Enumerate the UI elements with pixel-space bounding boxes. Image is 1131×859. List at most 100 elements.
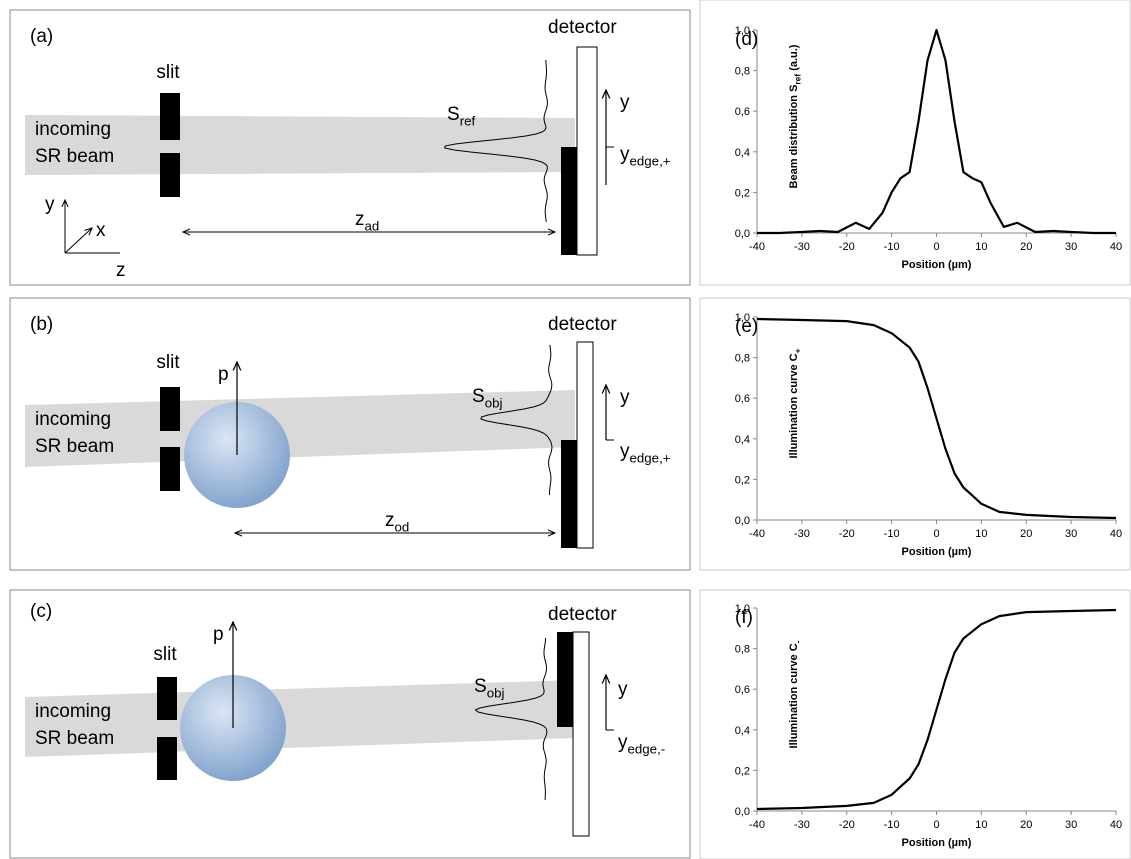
y-tick-label: 0,0: [735, 228, 750, 240]
signal-label-main: S: [447, 104, 460, 125]
edge-block: [561, 440, 577, 548]
x-tick-label: -20: [839, 528, 855, 540]
edge-label-main: y: [620, 144, 630, 165]
y-tick-label: 0,4: [735, 725, 750, 737]
detector-label: detector: [548, 604, 617, 625]
slit-jaw: [160, 93, 180, 140]
y-axis-title-main: Illumination curve C: [788, 643, 800, 748]
beam-label: incoming: [35, 701, 111, 722]
detector: [576, 46, 598, 256]
y-label: y: [620, 92, 630, 113]
slit-jaw: [157, 737, 177, 780]
x-tick-label: 20: [1020, 819, 1032, 831]
x-tick-label: -20: [839, 819, 855, 831]
y-tick-label: 0,0: [735, 515, 750, 527]
edge-label-main: y: [618, 732, 628, 753]
x-tick-label: -30: [794, 819, 810, 831]
panel-frame: [9, 297, 691, 571]
chart-frame: [699, 589, 1131, 859]
y-tick-label: 0,8: [735, 66, 750, 78]
distance-label: zod: [385, 510, 409, 535]
panel-label: (e): [735, 316, 758, 337]
x-tick-label: 0: [933, 241, 939, 253]
y-axis-title-main: Beam distribution S: [788, 85, 800, 189]
panel-frame: [9, 9, 691, 286]
x-tick-label: 40: [1110, 528, 1122, 540]
y-tick-label: 0,4: [735, 147, 750, 159]
x-axis-title: Position (µm): [902, 546, 972, 558]
beam-label: SR beam: [35, 436, 114, 457]
object-label: p: [218, 364, 229, 385]
x-tick-label: 10: [975, 819, 987, 831]
beam-label: incoming: [35, 119, 111, 140]
y-tick-label: 0,2: [735, 474, 750, 486]
y-label: y: [620, 387, 630, 408]
edge-label-sub: edge,-: [628, 742, 666, 757]
x-tick-label: 30: [1065, 528, 1077, 540]
x-tick-label: 0: [933, 528, 939, 540]
signal-label-main: S: [474, 676, 487, 697]
profile-curve: [444, 59, 548, 223]
edge-label-sub: edge,+: [630, 451, 671, 466]
x-tick-label: 10: [975, 528, 987, 540]
profile-curve: [480, 344, 553, 495]
beam-label: SR beam: [35, 728, 114, 749]
beam-label: incoming: [35, 409, 111, 430]
distance-label-sub: ad: [365, 219, 380, 234]
signal-label-main: S: [472, 386, 485, 407]
slit-jaw: [160, 447, 180, 491]
y-axis-title-main: Illumination curve C: [788, 353, 800, 458]
detector: [576, 341, 594, 549]
edge-label-sub: edge,+: [630, 154, 671, 169]
y-tick-label: 0,2: [735, 765, 750, 777]
y-tick-label: 0,8: [735, 644, 750, 656]
edge-block: [557, 632, 573, 727]
y-tick-label: 0,2: [735, 187, 750, 199]
x-tick-label: 10: [975, 241, 987, 253]
beam-label: SR beam: [35, 146, 114, 167]
x-tick-label: 40: [1110, 241, 1122, 253]
y-tick-label: 0,6: [735, 684, 750, 696]
panel-label: (a): [30, 26, 53, 47]
x-axis-title: Position (µm): [902, 259, 972, 271]
slit-label: slit: [153, 644, 177, 665]
y-axis-title-sub: ref: [793, 74, 803, 85]
y-tick-label: 0,6: [735, 393, 750, 405]
x-axis-title: Position (µm): [902, 837, 972, 849]
detector-label: detector: [548, 17, 617, 38]
detector-label: detector: [548, 314, 617, 335]
axis-name: x: [96, 220, 106, 241]
y-tick-label: 0,6: [735, 106, 750, 118]
x-tick-label: 30: [1065, 819, 1077, 831]
y-tick-label: 1,0: [735, 603, 750, 615]
y-axis-title: Beam distribution Sref (a.u.): [788, 44, 803, 188]
x-tick-label: -10: [884, 528, 900, 540]
y-label: y: [618, 679, 628, 700]
axis-name: y: [45, 194, 55, 215]
y-tick-label: 1,0: [735, 25, 750, 37]
x-tick-label: -30: [794, 528, 810, 540]
signal-label: Sobj: [472, 386, 502, 411]
panel-label: (c): [30, 601, 52, 622]
y-axis-title-sub: -: [793, 640, 803, 643]
axis-x: [64, 228, 92, 254]
x-tick-label: -10: [884, 819, 900, 831]
x-tick-label: 0: [933, 819, 939, 831]
x-tick-label: -30: [794, 241, 810, 253]
x-tick-label: -10: [884, 241, 900, 253]
x-tick-label: -40: [749, 241, 765, 253]
x-tick-label: -40: [749, 819, 765, 831]
profile-curve: [474, 637, 548, 801]
slit-jaw: [160, 153, 180, 197]
signal-label: Sobj: [474, 676, 504, 701]
panel-label: (b): [30, 314, 53, 335]
x-tick-label: 20: [1020, 528, 1032, 540]
detector: [572, 631, 590, 837]
y-tick-label: 0,4: [735, 434, 750, 446]
signal-label-sub: ref: [460, 114, 476, 129]
curve: [756, 608, 1117, 811]
y-axis-title-sub: +: [793, 348, 803, 353]
panel-label: (d): [735, 29, 758, 50]
